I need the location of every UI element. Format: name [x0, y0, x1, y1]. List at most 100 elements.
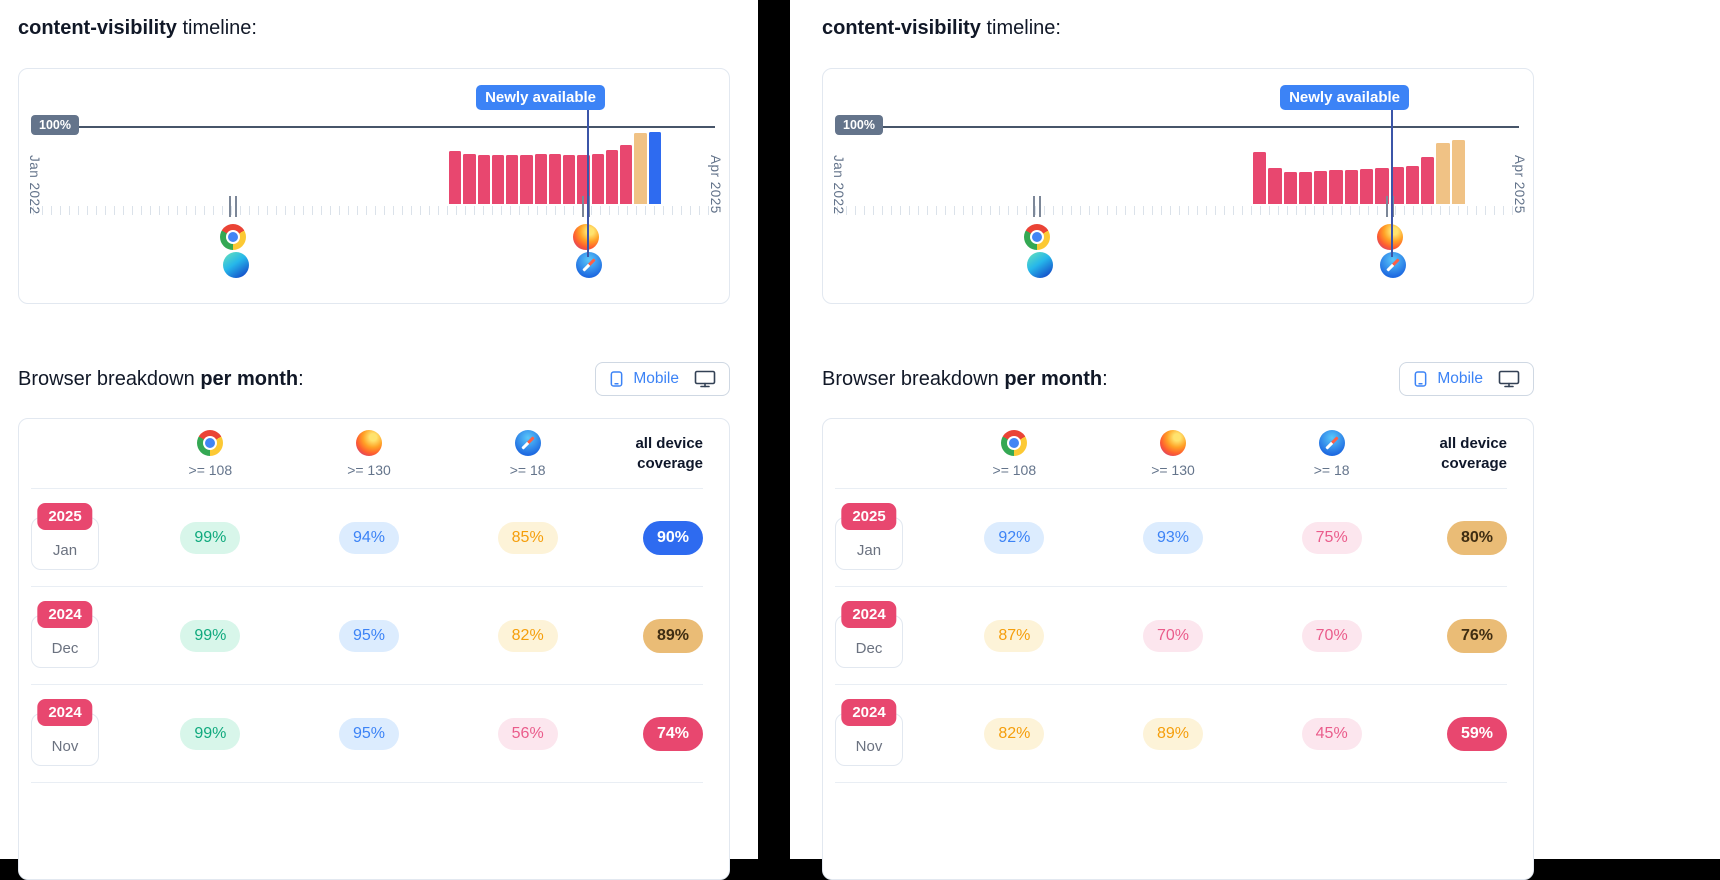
- safari-cell: 75%: [1252, 521, 1411, 554]
- timeline-bar: [1253, 152, 1267, 204]
- coverage-header: all device coverage: [1439, 435, 1507, 472]
- panel-right-content: content-visibility timeline: 100% Newly …: [822, 16, 1534, 880]
- year-badge: 2025: [841, 503, 897, 530]
- month-label: Dec: [855, 640, 883, 657]
- safari-percent-chip: 70%: [1301, 619, 1362, 652]
- month-cell: 2024 Nov: [31, 699, 131, 766]
- desktop-icon[interactable]: [1498, 370, 1520, 388]
- table-row: 2025 Jan 92% 93% 75% 80%: [835, 489, 1507, 587]
- panel-right: content-visibility timeline: 100% Newly …: [790, 0, 1720, 880]
- coverage-chip: 74%: [642, 716, 703, 751]
- panel-left-content: content-visibility timeline: 100% Newly …: [18, 16, 730, 880]
- firefox-version: >= 130: [1151, 461, 1195, 478]
- timeline-bar: [1314, 171, 1328, 204]
- year-badge: 2024: [37, 601, 93, 628]
- safari-version: >= 18: [1313, 461, 1350, 478]
- chrome-cell: 82%: [935, 717, 1094, 750]
- timeline-bar: [1268, 168, 1282, 204]
- chrome-version: >= 108: [188, 461, 233, 478]
- breakdown-heading-prefix: Browser breakdown: [822, 367, 1005, 390]
- coverage-chip: 89%: [642, 618, 703, 653]
- safari-cell: 56%: [448, 717, 607, 750]
- chrome-percent-chip: 92%: [984, 521, 1045, 554]
- chrome-icon: [1024, 224, 1050, 250]
- device-toggle[interactable]: Mobile: [1399, 362, 1534, 396]
- chrome-percent-chip: 87%: [984, 619, 1045, 652]
- mobile-icon[interactable]: [1413, 370, 1428, 388]
- table-row: 2025 Jan 99% 94% 85% 90%: [31, 489, 703, 587]
- firefox-safari-release-marker: [1375, 196, 1406, 278]
- feature-name: content-visibility: [822, 17, 981, 39]
- edge-icon: [222, 252, 249, 278]
- newly-available-pointer-line: [1391, 109, 1393, 257]
- firefox-cell: 89%: [1094, 717, 1253, 750]
- firefox-icon: [1159, 429, 1186, 456]
- hundred-percent-line: [33, 126, 715, 128]
- safari-percent-chip: 75%: [1301, 521, 1362, 554]
- timeline-bar: [563, 155, 576, 204]
- table-header-row: >= 108 >= 130 >= 18 all device coverage: [31, 419, 703, 489]
- timeline-bar: [1329, 170, 1343, 204]
- chrome-icon: [197, 429, 224, 456]
- coverage-cell: 90%: [607, 520, 703, 555]
- timeline-bar: [1283, 172, 1297, 204]
- timeline-bar: [1436, 143, 1450, 204]
- firefox-icon: [1377, 224, 1403, 250]
- table-header-firefox: >= 130: [290, 429, 449, 478]
- month-cell: 2025 Jan: [31, 503, 131, 570]
- timeline-bar: [1344, 169, 1358, 204]
- timeline-axis: [837, 206, 1519, 215]
- marker-tick: [235, 196, 237, 217]
- desktop-icon[interactable]: [694, 370, 716, 388]
- year-badge: 2024: [37, 699, 93, 726]
- month-chip: 2024 Nov: [31, 699, 99, 766]
- firefox-percent-chip: 93%: [1142, 521, 1203, 554]
- timeline-bar: [1375, 168, 1389, 204]
- chrome-version: >= 108: [992, 461, 1037, 478]
- chrome-cell: 92%: [935, 521, 1094, 554]
- month-chip: 2024 Dec: [835, 601, 903, 668]
- table-header-safari: >= 18: [448, 429, 607, 478]
- mobile-toggle-label[interactable]: Mobile: [633, 370, 679, 387]
- breakdown-table: >= 108 >= 130 >= 18 all device coverage …: [822, 418, 1534, 880]
- mobile-toggle-label[interactable]: Mobile: [1437, 370, 1483, 387]
- desktop-toggle[interactable]: [694, 370, 716, 388]
- marker-tick: [1039, 196, 1041, 217]
- chrome-cell: 99%: [131, 619, 290, 652]
- firefox-safari-release-marker: [571, 196, 602, 278]
- firefox-percent-chip: 70%: [1142, 619, 1203, 652]
- marker-tick: [588, 196, 590, 217]
- firefox-version: >= 130: [347, 461, 391, 478]
- newly-available-pointer-line: [587, 109, 589, 257]
- desktop-toggle[interactable]: [1498, 370, 1520, 388]
- chrome-cell: 87%: [935, 619, 1094, 652]
- chrome-icon: [220, 224, 246, 250]
- timeline-card: 100% Newly available Jan 2022 Apr 2025: [18, 68, 730, 304]
- table-row: 2024 Dec 87% 70% 70% 76%: [835, 587, 1507, 685]
- timeline-bar: [620, 144, 633, 204]
- table-header-chrome: >= 108: [935, 429, 1094, 478]
- table-header-firefox: >= 130: [1094, 429, 1253, 478]
- month-label: Dec: [51, 640, 79, 657]
- newly-available-badge: Newly available: [1280, 85, 1409, 110]
- newly-available-badge: Newly available: [476, 85, 605, 110]
- marker-tick: [1392, 196, 1394, 217]
- panel-left: content-visibility timeline: 100% Newly …: [0, 0, 758, 880]
- firefox-percent-chip: 94%: [338, 521, 399, 554]
- month-chip: 2025 Jan: [835, 503, 903, 570]
- timeline-bar: [463, 154, 476, 204]
- table-header-safari: >= 18: [1252, 429, 1411, 478]
- device-toggle[interactable]: Mobile: [595, 362, 730, 396]
- chrome-cell: 99%: [131, 521, 290, 554]
- mobile-icon[interactable]: [609, 370, 624, 388]
- breakdown-heading-suffix: :: [1102, 367, 1108, 390]
- chrome-percent-chip: 99%: [180, 521, 241, 554]
- breakdown-heading: Browser breakdown per month:: [822, 368, 1108, 391]
- breakdown-heading: Browser breakdown per month:: [18, 368, 304, 391]
- timeline-bars: [1253, 124, 1465, 204]
- marker-tick: [1386, 196, 1388, 217]
- coverage-cell: 80%: [1411, 520, 1507, 555]
- timeline-bar: [548, 154, 562, 204]
- marker-ticks: [1386, 196, 1394, 217]
- year-badge: 2024: [841, 601, 897, 628]
